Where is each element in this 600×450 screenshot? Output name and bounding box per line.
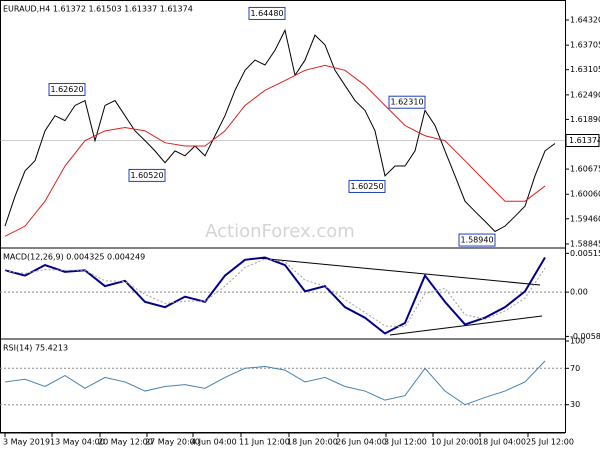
- price-annotation: 1.64480: [250, 9, 283, 18]
- y-tick-label: 0.005154: [570, 249, 600, 258]
- series-line: [4, 64, 546, 237]
- y-tick-label: 1.62490: [570, 90, 600, 99]
- series-line: [4, 258, 546, 328]
- x-tick-label: 27 May 20:00: [145, 438, 200, 447]
- x-tick-label: 3 Jul 12:00: [384, 438, 427, 447]
- x-tick-label: 3 May 2019: [3, 438, 50, 447]
- y-tick-label: 1.58845: [570, 239, 600, 248]
- panel-title: EURAUD,H4 1.61372 1.61503 1.61337 1.6137…: [3, 5, 193, 14]
- x-tick-label: 18 Jul 04:00: [478, 438, 526, 447]
- y-tick-label: 0.00: [570, 288, 588, 297]
- last-price-box: [565, 133, 600, 147]
- watermark: ActionForex.com: [205, 221, 355, 242]
- y-tick-label: 70: [570, 364, 580, 373]
- macd-trendline: [257, 257, 541, 286]
- panel-title: MACD(12,26,9) 0.004325 0.004249: [3, 253, 145, 262]
- y-tick-label: 1.60675: [570, 165, 600, 174]
- series-line: [4, 28, 556, 233]
- last-price-label: 1.61374: [569, 136, 600, 145]
- y-tick-label: 1.59460: [570, 214, 600, 223]
- x-tick-label: 4 Jun 04:00: [191, 438, 237, 447]
- x-tick-label: 20 May 12:00: [98, 438, 153, 447]
- price-annotation-box: [48, 83, 86, 97]
- price-annotation: 1.58940: [460, 236, 493, 245]
- price-annotation-box: [388, 95, 426, 109]
- y-tick-label: 100: [570, 337, 585, 346]
- price-annotation-box: [248, 6, 286, 20]
- price-annotation-box: [128, 168, 166, 182]
- y-tick-label: 1.60060: [570, 190, 600, 199]
- price-annotation-box: [348, 179, 386, 193]
- price-annotation-box: [458, 233, 496, 247]
- x-tick-label: 10 Jul 20:00: [431, 438, 479, 447]
- x-tick-label: 13 May 04:00: [50, 438, 105, 447]
- y-tick-label: 1.64320: [570, 15, 600, 24]
- price-annotation: 1.62310: [390, 98, 423, 107]
- macd-trendline: [389, 315, 543, 336]
- price-annotation: 1.60520: [130, 171, 163, 180]
- y-tick-label: 30: [570, 400, 580, 409]
- x-tick-label: 26 Jun 04:00: [336, 438, 387, 447]
- price-annotation: 1.62620: [50, 85, 83, 94]
- y-tick-label: 1.61890: [570, 115, 600, 124]
- y-tick-label: 1.63105: [570, 65, 600, 74]
- x-tick-label: 25 Jul 12:00: [526, 438, 574, 447]
- x-tick-label: 18 Jun 20:00: [287, 438, 338, 447]
- series-line: [4, 256, 546, 335]
- y-tick-label: 1.63705: [570, 41, 600, 50]
- y-tick-label: -0.005887: [570, 332, 600, 341]
- panel-title: RSI(14) 75.4213: [3, 344, 68, 353]
- x-tick-label: 11 Jun 12:00: [239, 438, 290, 447]
- series-line: [4, 360, 546, 406]
- price-annotation: 1.60250: [350, 182, 383, 191]
